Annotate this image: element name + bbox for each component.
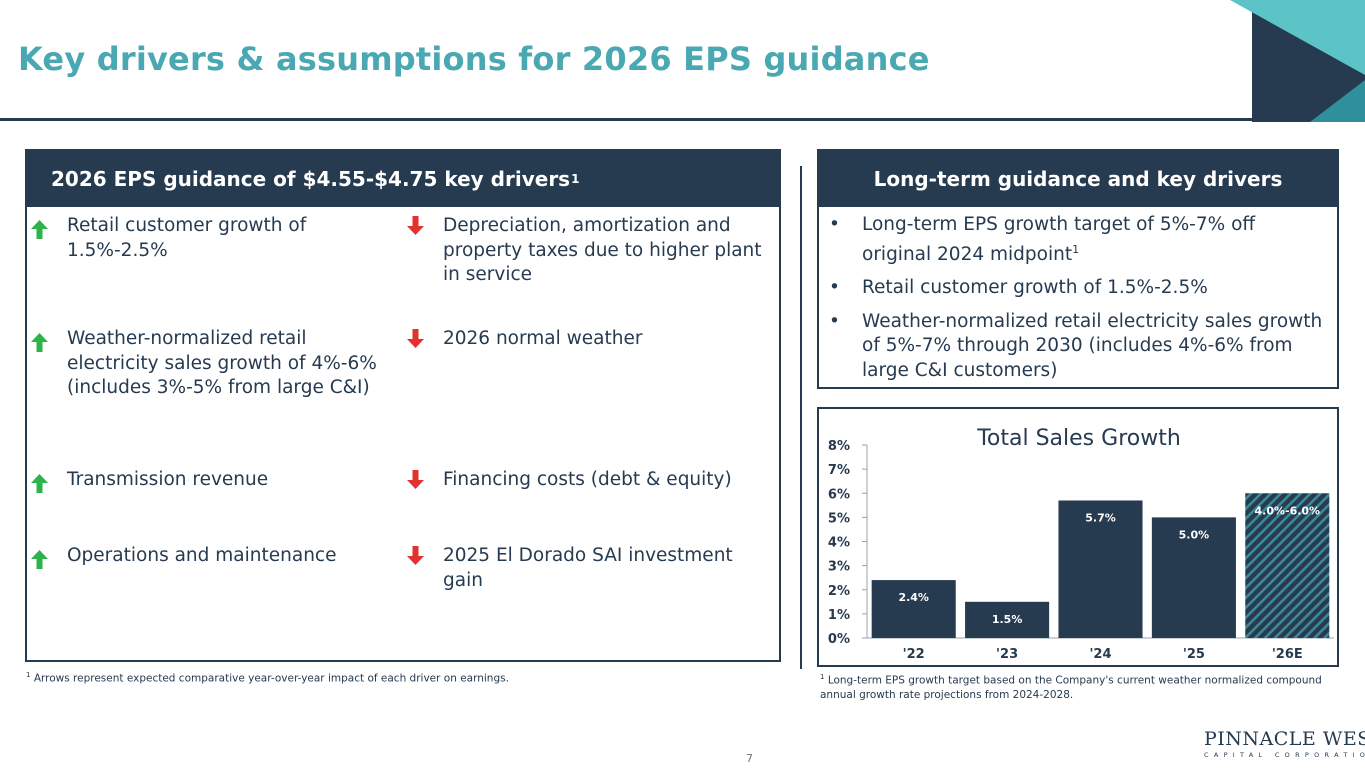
eps-drivers-panel: 2026 EPS guidance of $4.55-$4.75 key dri… [25,149,781,662]
down-arrow-icon [407,216,424,235]
bar-value-label: 5.0% [1179,528,1210,541]
bullet: • [829,214,840,235]
driver-text: 2025 El Dorado SAI investment gain [443,545,733,591]
eps-drivers-heading-footnote-marker: 1 [571,172,580,186]
y-tick-label: 3% [828,560,850,575]
y-tick-label: 2% [828,584,850,599]
company-logo: PINNACLE WEST CAPITAL CORPORATION [1204,728,1365,759]
y-tick-label: 0% [828,632,850,647]
driver-transmission-revenue: Transmission revenue [31,468,381,493]
eps-drivers-heading-text: 2026 EPS guidance of $4.55-$4.75 key dri… [51,167,571,191]
sales-growth-chart-svg: Total Sales Growth 0% 1% 2% 3% 4% 5% 6% 7% 8% 2.4… [828,426,1334,662]
up-arrow-icon [31,550,48,569]
eps-drivers-heading: 2026 EPS guidance of $4.55-$4.75 key dri… [27,151,779,207]
driver-text: Operations and maintenance [67,545,337,566]
y-tick-label: 7% [828,463,850,478]
up-arrow-icon [31,333,48,352]
list-item: • Weather-normalized retail electricity s… [829,310,1327,384]
down-arrow-icon [407,470,424,489]
list-item: • Retail customer growth of 1.5%-2.5% [829,276,1327,301]
y-tick-label: 1% [828,608,850,623]
y-tick-label: 6% [828,487,850,502]
x-tick-label: '25 [1183,647,1205,662]
driver-normal-weather: 2026 normal weather [407,327,763,352]
x-tick-label: '23 [996,647,1018,662]
driver-retail-customer-growth: Retail customer growth of 1.5%-2.5% [31,214,381,263]
footnote-marker: 1 [820,673,825,681]
driver-sales-growth: Weather-normalized retail electricity sa… [31,327,381,401]
sales-growth-chart: Total Sales Growth 0% 1% 2% 3% 4% 5% 6% 7% 8% 2.4… [817,407,1339,667]
down-arrow-icon [407,329,424,348]
x-tick-label: '24 [1089,647,1111,662]
bar [1058,500,1143,638]
title-divider [0,118,1365,121]
y-tick-label: 4% [828,536,850,551]
driver-text: 2026 normal weather [443,328,643,349]
bullet: • [829,277,840,299]
left-footnote-text: Arrows represent expected comparative ye… [33,672,509,685]
driver-el-dorado-gain: 2025 El Dorado SAI investment gain [407,544,763,593]
right-footnote-text: Long-term EPS growth target based on the… [820,674,1322,701]
bar-projected [1245,493,1330,638]
bar-value-label: 2.4% [898,591,929,604]
driver-text: Transmission revenue [67,469,269,490]
page-number: 7 [746,752,753,765]
driver-text: Weather-normalized retail electricity sa… [67,328,377,398]
bar [1151,517,1236,638]
bar-value-label: 5.7% [1085,511,1116,524]
up-arrow-icon [31,474,48,493]
driver-depreciation: Depreciation, amortization and property … [407,214,763,288]
long-term-guidance-list: • Long-term EPS growth target of 5%-7% of… [819,207,1337,383]
logo-tagline: CAPITAL CORPORATION [1204,751,1365,759]
x-tick-label: '26E [1272,647,1303,662]
up-arrow-icon [31,220,48,239]
long-term-guidance-heading: Long-term guidance and key drivers [819,151,1337,207]
down-arrow-icon [407,546,424,565]
right-footnote: 1 Long-term EPS growth target based on t… [820,670,1340,702]
list-item: • Long-term EPS growth target of 5%-7% of… [829,213,1327,267]
y-tick-label: 5% [828,511,850,526]
bar-value-label: 4.0%-6.0% [1255,504,1321,517]
left-footnote: 1 Arrows represent expected comparative … [26,668,726,686]
footnote-marker: 1 [26,671,31,679]
driver-text: Retail customer growth of 1.5%-2.5% [67,215,307,261]
bar-value-label: 1.5% [992,613,1023,626]
corner-decoration [1230,0,1365,122]
x-tick-label: '22 [903,647,925,662]
driver-text: Depreciation, amortization and property … [443,215,762,285]
list-item-text: Weather-normalized retail electricity sa… [862,310,1323,381]
page-title: Key drivers & assumptions for 2026 EPS g… [18,40,930,78]
long-term-guidance-panel: Long-term guidance and key drivers • Long… [817,149,1339,389]
driver-text: Financing costs (debt & equity) [443,469,732,490]
column-divider [800,166,802,669]
logo-name: PINNACLE WEST [1204,728,1365,750]
driver-financing-costs: Financing costs (debt & equity) [407,468,763,493]
chart-title: Total Sales Growth [976,426,1181,451]
bar [965,601,1050,638]
list-item-text: Long-term EPS growth target of 5%-7% off… [862,214,1256,265]
y-tick-label: 8% [828,439,850,454]
bullet: • [829,310,840,332]
footnote-marker: 1 [1072,242,1080,256]
driver-operations-maintenance: Operations and maintenance [31,544,381,569]
list-item-text: Retail customer growth of 1.5%-2.5% [862,277,1208,299]
bar [871,580,956,638]
